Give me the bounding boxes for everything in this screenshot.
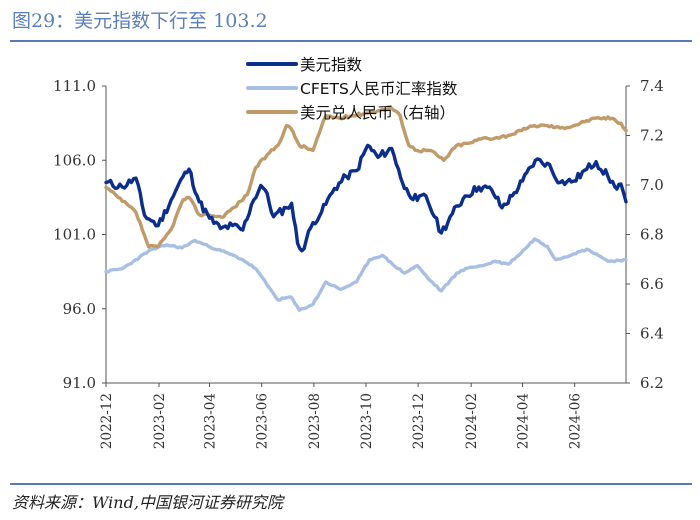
right-tick-label: 6.8 [640,226,664,244]
legend-item-cfets-label: CFETS人民币汇率指数 [300,80,458,98]
right-tick-label: 7.2 [640,127,664,145]
x-tick-label: 2024-04 [516,393,532,449]
x-tick-label: 2024-02 [464,393,480,449]
legend-item-dxy-label: 美元指数 [300,56,363,74]
left-tick-label: 106.0 [53,151,96,169]
right-tick-label: 7.4 [640,77,664,95]
right-tick-label: 7.0 [640,176,664,194]
chart-axes: 91.0 96.0 101.0 106.0 111.0 6.2 6.4 6.6 6.8 7.0 7.… [53,77,664,449]
right-tick-label: 6.6 [640,275,664,293]
right-tick-label: 6.2 [640,374,664,392]
x-tick-label: 2023-02 [152,393,168,449]
chart: 91.0 96.0 101.0 106.0 111.0 6.2 6.4 6.6 6.8 7.0 7.… [53,56,664,449]
x-tick-label: 2023-08 [307,393,323,449]
x-tick-label: 2023-10 [359,393,375,449]
x-tick-label: 2023-04 [202,393,218,449]
series-dxy-line [104,143,628,253]
left-tick-label: 111.0 [53,77,96,95]
left-tick-label: 91.0 [63,374,96,392]
x-tick-label: 2024-06 [568,393,584,449]
source-note: 资料来源：Wind,中国银河证券研究院 [12,493,283,512]
chart-series [104,106,628,312]
figure-title: 图29：美元指数下行至 103.2 [12,10,268,32]
x-tick-label: 2022-12 [99,393,115,449]
series-cfets-line [104,237,628,312]
title-rule [10,40,692,42]
left-tick-label: 101.0 [53,226,96,244]
legend-item-usdcny-label: 美元兑人民币（右轴） [300,104,455,122]
right-tick-label: 6.4 [640,325,664,343]
footer-rule [10,483,692,485]
series-usdcny-line [104,106,628,249]
x-tick-label: 2023-12 [411,393,427,449]
left-tick-label: 96.0 [63,300,96,318]
x-tick-label: 2023-06 [255,393,271,449]
